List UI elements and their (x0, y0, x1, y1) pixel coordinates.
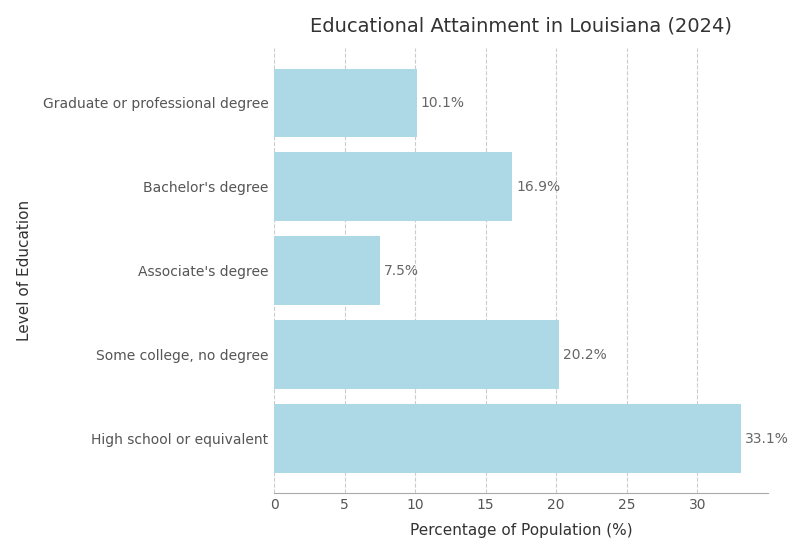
Text: 7.5%: 7.5% (384, 264, 419, 278)
Bar (274, 69, 417, 138)
Y-axis label: Level of Education: Level of Education (17, 200, 32, 341)
Bar (274, 153, 513, 221)
Text: 10.1%: 10.1% (421, 96, 465, 110)
Bar (274, 320, 559, 389)
Title: Educational Attainment in Louisiana (2024): Educational Attainment in Louisiana (202… (310, 17, 732, 36)
Bar (274, 236, 380, 305)
Text: 20.2%: 20.2% (563, 348, 607, 362)
Text: 16.9%: 16.9% (517, 180, 561, 194)
Bar (274, 404, 741, 473)
X-axis label: Percentage of Population (%): Percentage of Population (%) (410, 523, 632, 538)
Text: 33.1%: 33.1% (746, 432, 789, 446)
